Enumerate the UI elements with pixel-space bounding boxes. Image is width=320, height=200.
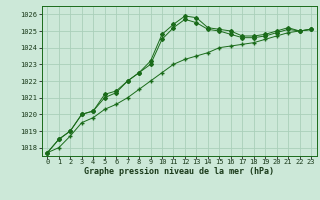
- X-axis label: Graphe pression niveau de la mer (hPa): Graphe pression niveau de la mer (hPa): [84, 167, 274, 176]
